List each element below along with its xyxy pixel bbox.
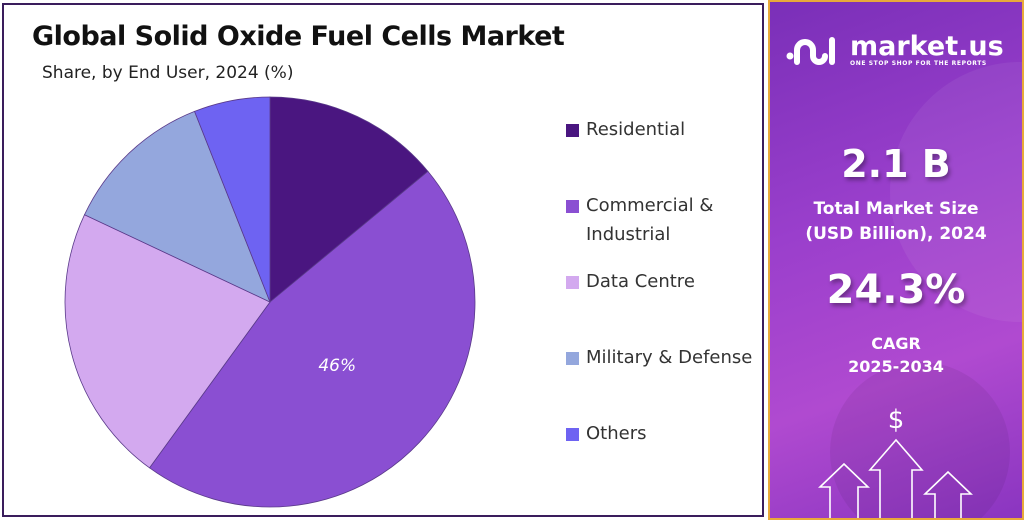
cagr-value: 24.3% bbox=[826, 267, 966, 313]
legend-item-residential: Residential bbox=[566, 115, 766, 144]
data-label: 46% bbox=[318, 356, 356, 376]
brand-name: market.us bbox=[850, 30, 1004, 62]
legend-label: Residential bbox=[586, 119, 686, 140]
legend-label: Data Centre bbox=[586, 271, 695, 292]
pie-slice-others bbox=[194, 96, 271, 303]
legend-swatch bbox=[566, 200, 579, 213]
market-us-logo-icon bbox=[786, 37, 835, 65]
legend-label: Others bbox=[586, 423, 647, 444]
legend-item-commercial: Commercial & Industrial bbox=[566, 191, 766, 249]
legend-swatch bbox=[566, 124, 579, 137]
market-size-value: 2.1 B bbox=[841, 142, 951, 186]
legend-swatch bbox=[566, 352, 579, 365]
legend-item-data-centre: Data Centre bbox=[566, 267, 766, 296]
legend-item-military: Military & Defense bbox=[566, 343, 766, 372]
chart-subtitle: Share, by End User, 2024 (%) bbox=[42, 63, 294, 83]
legend-item-others: Others bbox=[566, 419, 766, 448]
chart-title: Global Solid Oxide Fuel Cells Market bbox=[32, 21, 565, 52]
pie-slice-commercial-industrial bbox=[148, 170, 476, 508]
growth-arrows-icon bbox=[818, 438, 973, 518]
pie-slice-residential bbox=[269, 96, 429, 303]
dollar-icon: $ bbox=[887, 405, 905, 435]
pie-slice-military-defense bbox=[83, 110, 271, 303]
pie-chart: 46% bbox=[64, 96, 476, 508]
brand-logo: market.us ONE STOP SHOP FOR THE REPORTS bbox=[786, 32, 1004, 68]
cagr-label: CAGR 2025-2034 bbox=[848, 334, 944, 376]
background-decoration bbox=[830, 362, 1010, 518]
brand-tagline: ONE STOP SHOP FOR THE REPORTS bbox=[850, 59, 987, 67]
legend-label: Military & Defense bbox=[586, 347, 753, 368]
chart-panel: Global Solid Oxide Fuel Cells Market Sha… bbox=[2, 3, 764, 517]
legend-swatch bbox=[566, 428, 579, 441]
summary-panel: market.us ONE STOP SHOP FOR THE REPORTS … bbox=[768, 0, 1024, 520]
legend-label: Commercial & Industrial bbox=[586, 195, 714, 245]
market-size-label: Total Market Size (USD Billion), 2024 bbox=[805, 199, 987, 244]
legend-swatch bbox=[566, 276, 579, 289]
